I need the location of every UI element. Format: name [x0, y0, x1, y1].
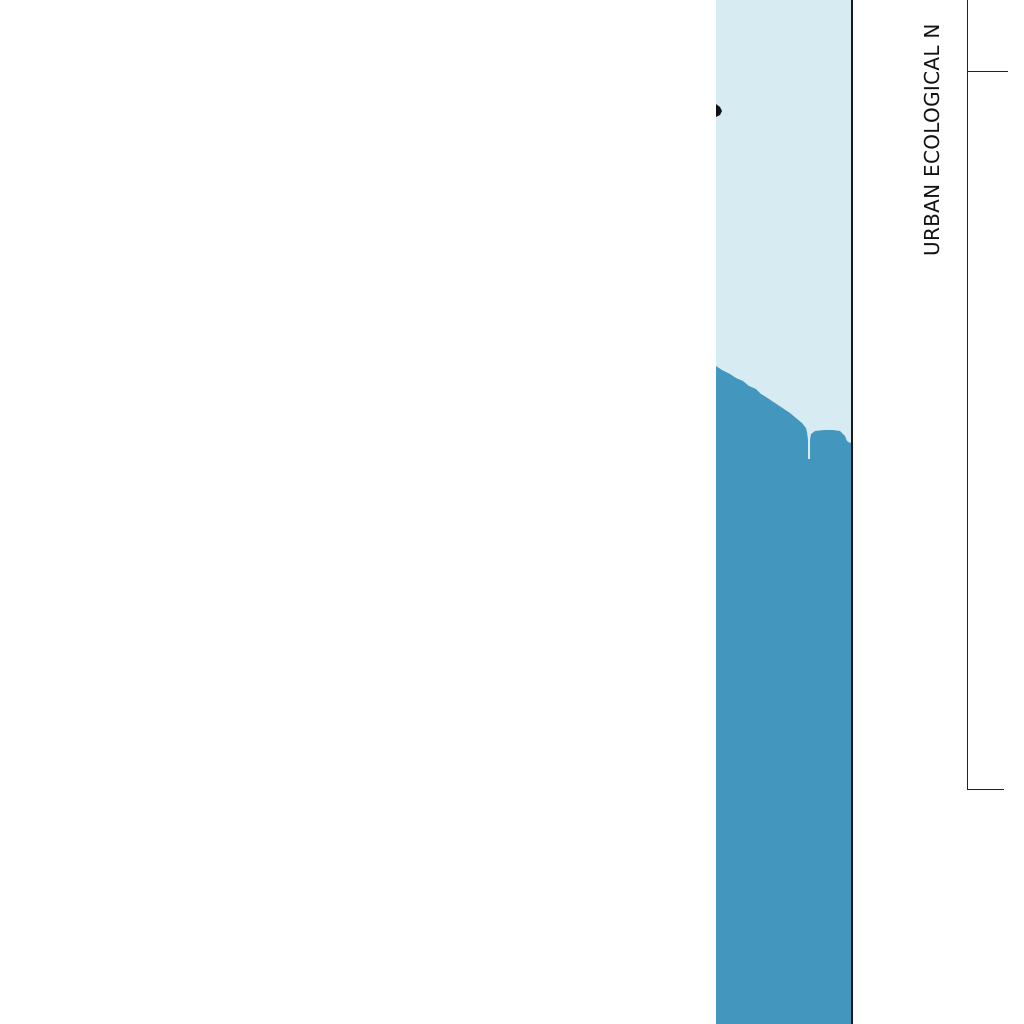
map-svg [716, 0, 853, 1024]
map-border-line [851, 0, 853, 1024]
legend-frame-top-line [967, 71, 1008, 72]
legend-frame-vertical-line [967, 0, 968, 790]
blank-canvas-area [0, 0, 716, 1024]
map-frame [716, 0, 853, 1024]
marker-point [716, 104, 722, 117]
water-area [716, 366, 853, 1024]
legend-frame-bottom-line [967, 789, 1004, 790]
side-title-text: URBAN ECOLOGICAL N [920, 23, 944, 256]
